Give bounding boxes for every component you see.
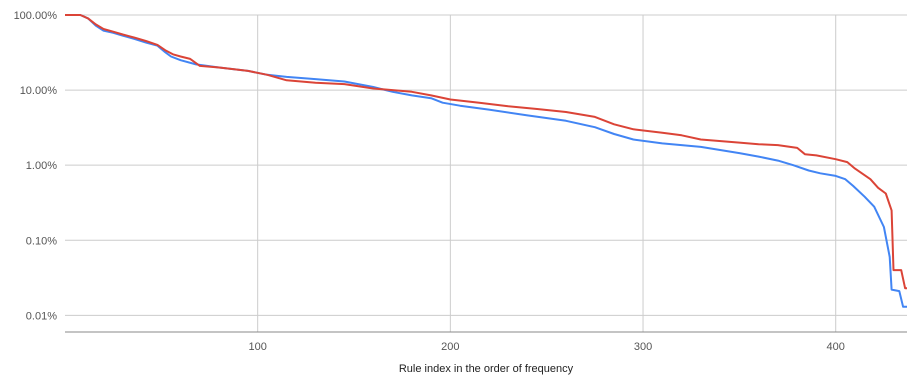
x-tick-label: 200 [441,341,459,353]
series-line-2 [65,14,907,290]
grid-lines [65,14,907,333]
y-axis-tick-labels: 100.00% 10.00% 1.00% 0.10% 0.01% [14,10,58,322]
y-tick-label: 100.00% [14,10,58,22]
x-tick-label: 100 [248,341,266,353]
y-tick-label: 1.00% [26,160,57,172]
x-tick-label: 300 [634,341,652,353]
x-axis-tick-labels: 100 200 300 400 [248,341,844,353]
x-axis-title: Rule index in the order of frequency [399,363,574,375]
x-tick-label: 400 [827,341,845,353]
y-tick-label: 10.00% [20,85,58,97]
y-tick-label: 0.01% [26,310,57,322]
y-tick-label: 0.10% [26,235,57,247]
series-line-1 [65,14,907,308]
series-lines [65,14,907,308]
